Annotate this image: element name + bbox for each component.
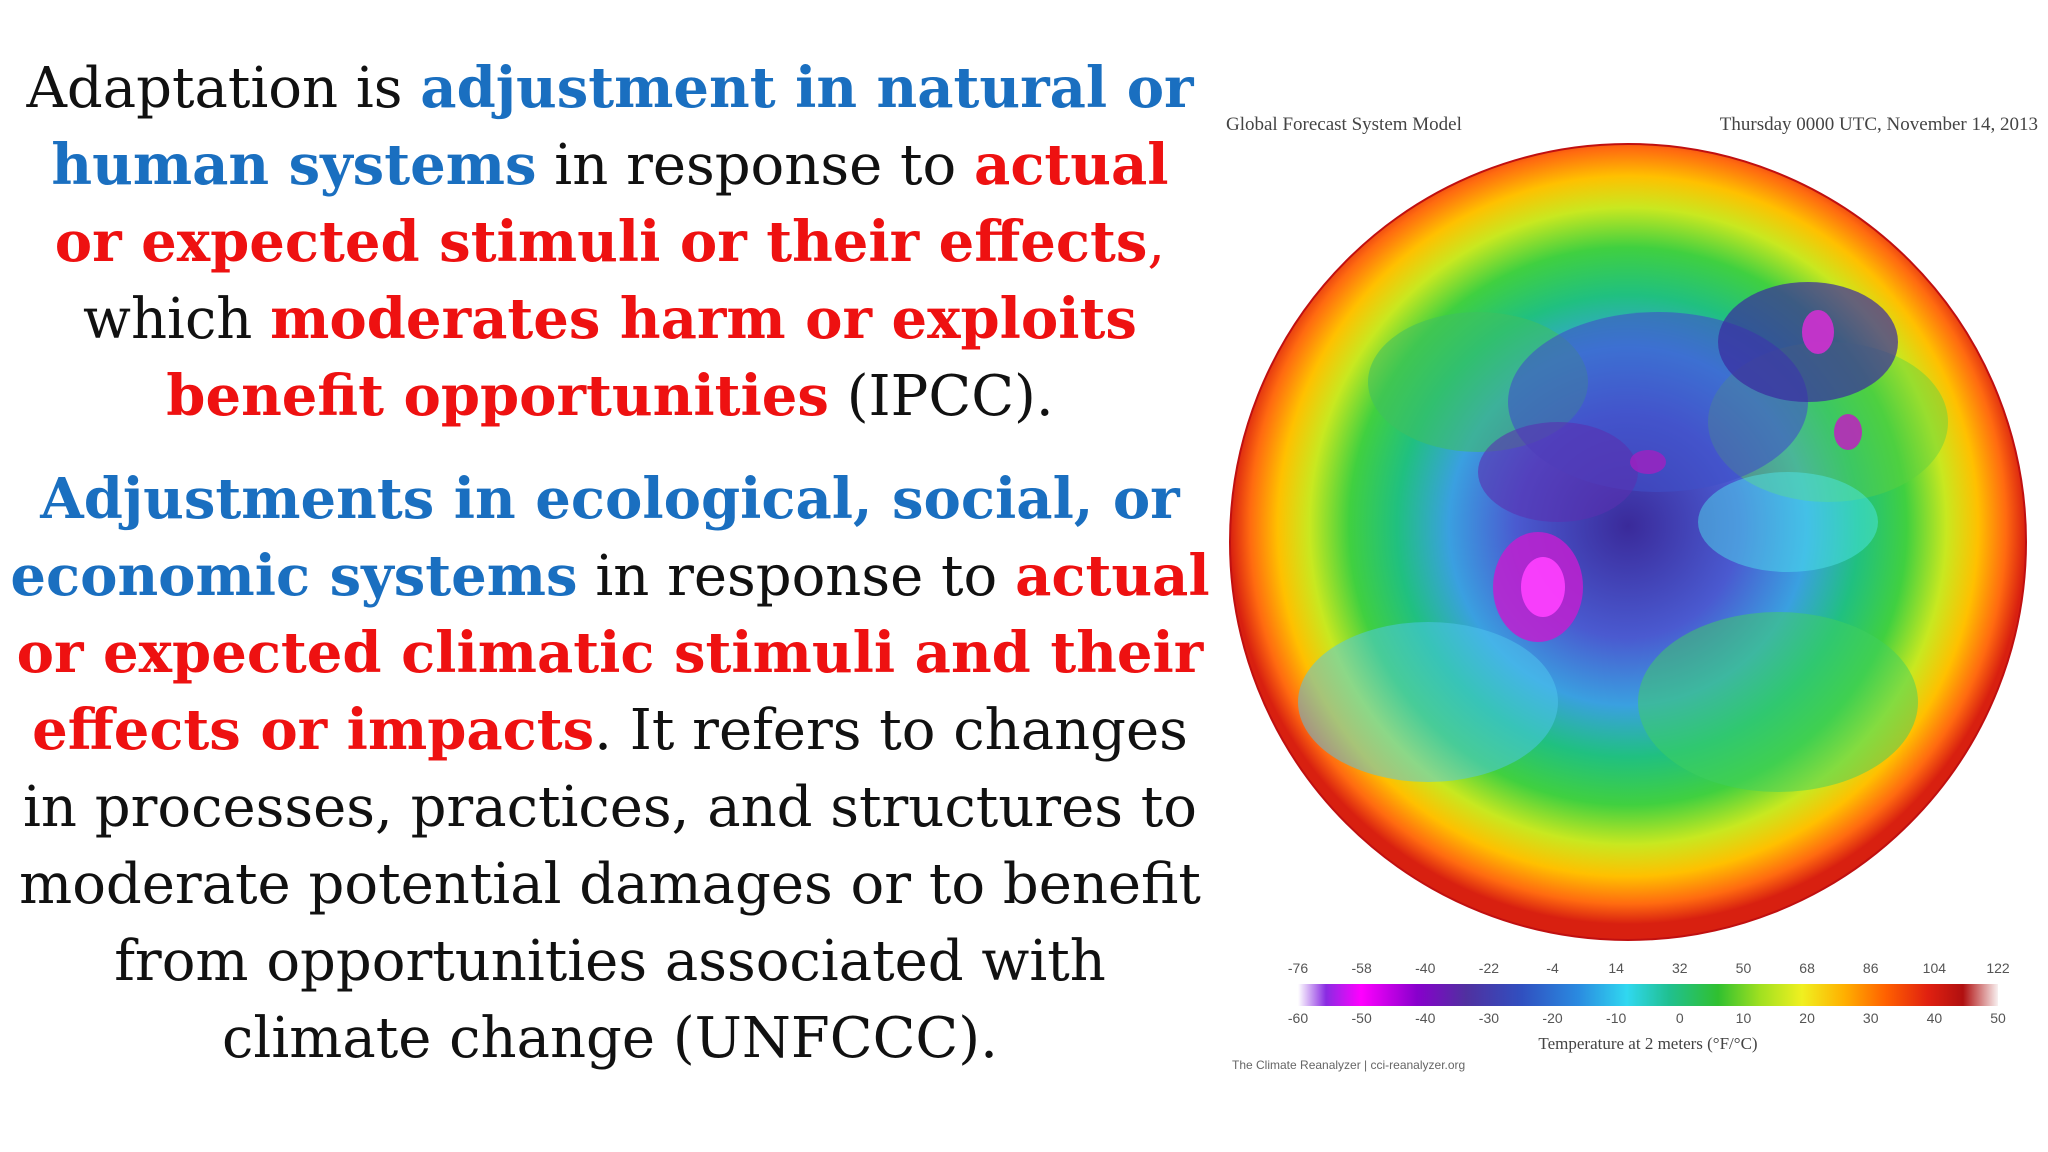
scale-c-tick: 20 xyxy=(1799,1010,1815,1026)
scale-c-tick: 50 xyxy=(1990,1010,2006,1026)
globe xyxy=(1228,142,2028,946)
p1-text6: which xyxy=(83,287,271,352)
paragraph-unfccc: Adjustments in ecological, social, or ec… xyxy=(10,461,1210,1077)
scale-c-tick: 10 xyxy=(1735,1010,1752,1026)
scale-f-tick: 122 xyxy=(1986,960,2010,976)
p1-highlight-harm: moderates harm or exploits benefit oppor… xyxy=(166,286,1137,429)
scale-f-tick: 14 xyxy=(1608,960,1624,976)
scale-f-tick: 104 xyxy=(1922,960,1947,976)
p2-highlight-stimuli: actual or expected climatic stimuli and … xyxy=(16,543,1210,763)
scale-celsius: -60 -50 -40 -30 -20 -10 0 10 20 30 40 50 xyxy=(1288,1010,2006,1030)
p1-text3: in response to xyxy=(536,133,975,198)
scale-c-tick: -20 xyxy=(1542,1010,1563,1026)
scale-c-tick: -30 xyxy=(1478,1010,1500,1026)
figure-header-model: Global Forecast System Model xyxy=(1226,114,1462,135)
p1-comma: , xyxy=(1147,210,1166,275)
scale-c-tick: -60 xyxy=(1287,1010,1309,1026)
scale-f-tick: -4 xyxy=(1546,960,1559,976)
scale-f-tick: -40 xyxy=(1415,960,1436,976)
p2-text4: . It refers to changes in processes, pra… xyxy=(19,698,1201,1071)
scale-f-tick: 50 xyxy=(1735,960,1752,976)
scale-f-tick: -58 xyxy=(1351,960,1372,976)
p1-highlight-systems: adjustment in natural or human systems xyxy=(51,55,1194,198)
scale-f-tick: 32 xyxy=(1672,960,1688,976)
p1-text1: Adaptation is xyxy=(26,56,421,121)
scale-c-tick: 30 xyxy=(1862,1010,1879,1026)
figure-header-date: Thursday 0000 UTC, November 14, 2013 xyxy=(1719,114,2038,135)
p1-highlight-stimuli: actual or expected stimuli or their effe… xyxy=(54,132,1169,275)
scale-f-tick: 86 xyxy=(1862,960,1879,976)
text-column: Adaptation is adjustment in natural or h… xyxy=(10,50,1210,1077)
p2-text2: in response to xyxy=(577,544,1016,609)
scale-caption: Temperature at 2 meters (°F/°C) xyxy=(1538,1034,1758,1053)
scale-c-tick: 0 xyxy=(1675,1010,1684,1026)
p1-text8: (IPCC). xyxy=(828,364,1054,429)
scale-f-tick: -76 xyxy=(1287,960,1309,976)
p2-highlight-systems: Adjustments in ecological, social, or ec… xyxy=(10,466,1180,609)
figure-credit: The Climate Reanalyzer | cci-reanalyzer.… xyxy=(1232,1058,1466,1072)
globe-image xyxy=(1229,143,2027,941)
scale-c-tick: -10 xyxy=(1606,1010,1627,1026)
scale-c-tick: -50 xyxy=(1351,1010,1372,1026)
temperature-scale: -76 -58 -40 -22 -4 14 32 50 68 86 104 122 -60 -50 -40… xyxy=(1288,960,2010,1054)
scale-f-tick: 68 xyxy=(1799,960,1815,976)
temperature-map-figure: Global Forecast System Model Thursday 00… xyxy=(1218,100,2048,1090)
scale-fahrenheit: -76 -58 -40 -22 -4 14 32 50 68 86 104 122 xyxy=(1288,960,2010,980)
scale-f-tick: -22 xyxy=(1478,960,1500,976)
paragraph-ipcc: Adaptation is adjustment in natural or h… xyxy=(10,50,1210,435)
scale-color-bar xyxy=(1298,984,1998,1006)
scale-c-tick: 40 xyxy=(1926,1010,1943,1026)
scale-c-tick: -40 xyxy=(1415,1010,1436,1026)
